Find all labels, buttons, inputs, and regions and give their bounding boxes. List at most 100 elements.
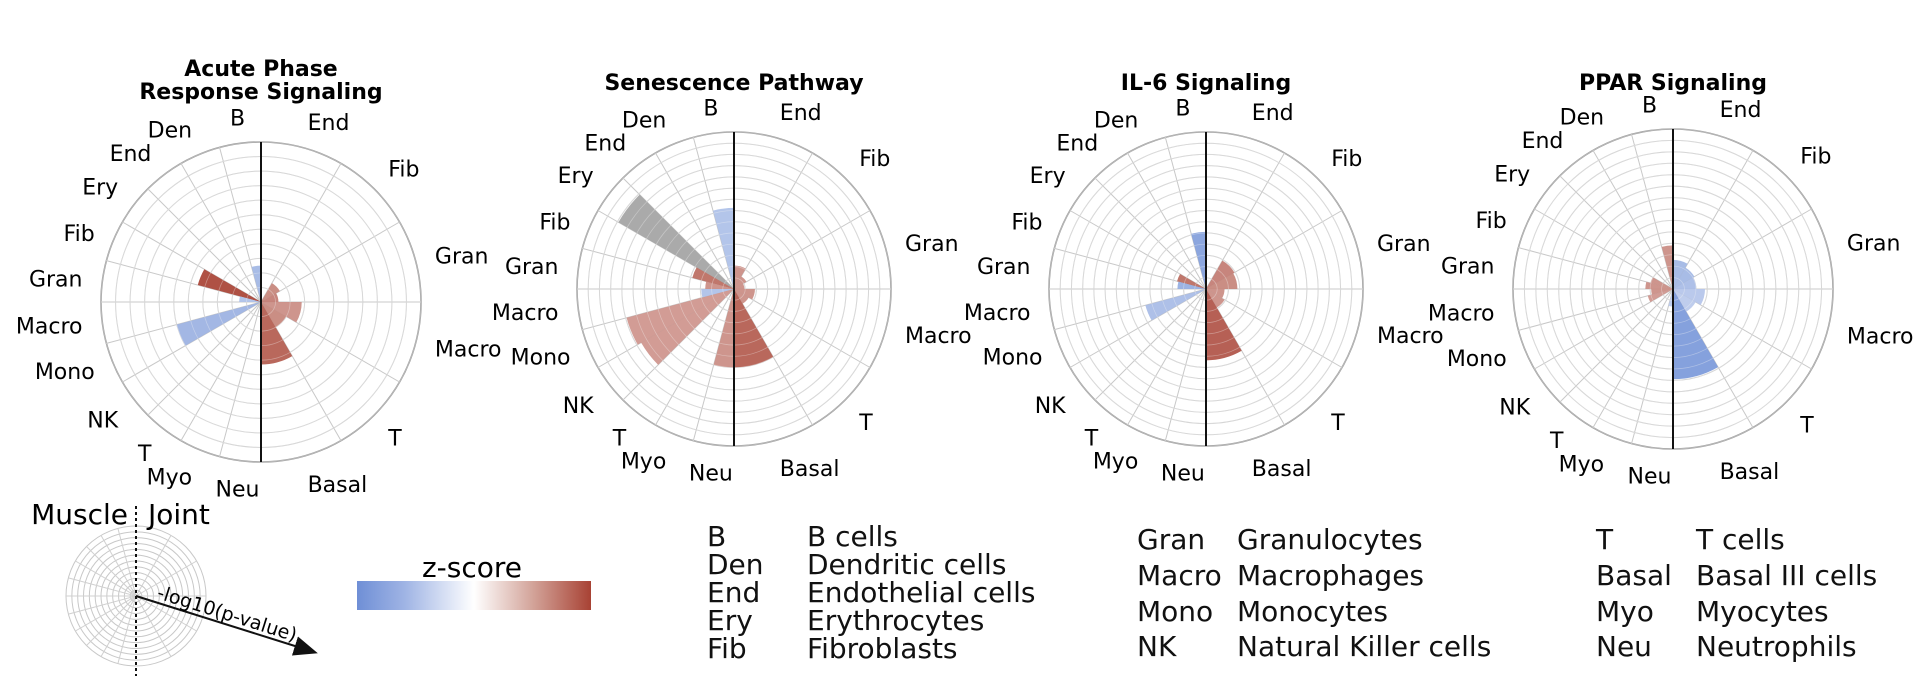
label-left-Den: Den: [1560, 106, 1604, 131]
label-left-NK: NK: [1499, 396, 1530, 421]
abbreviation-column-3: T T cells Basal Basal III cells Myo Myocytes N…: [1596, 522, 1877, 665]
label-left-Myo: Myo: [1559, 452, 1604, 477]
bar-left-Fib: [1650, 277, 1673, 289]
label-right-Fib: Fib: [1331, 147, 1362, 172]
label-left-Neu: Neu: [1161, 462, 1205, 487]
label-left-NK: NK: [563, 394, 594, 419]
bars: [1145, 231, 1242, 361]
label-right-Gran: Gran: [905, 232, 959, 257]
label-right-Macro: Macro: [905, 324, 972, 349]
label-left-Ery: Ery: [1494, 162, 1530, 187]
abbreviation: Den: [707, 548, 764, 581]
abbreviation-meaning: B cells: [807, 520, 898, 553]
abbreviation: Myo: [1596, 594, 1654, 628]
bar-right-End: [1673, 259, 1688, 289]
bar-right-Gran: [734, 283, 745, 289]
label-left-Mono: Mono: [35, 360, 95, 385]
abbreviation-row: End Endothelial cells: [707, 579, 1035, 607]
polar-chart-1: Acute Phase Response SignalingBDenEndEryF…: [16, 57, 502, 503]
label-right-Macro: Macro: [435, 338, 502, 363]
label-right-Fib: Fib: [1800, 145, 1831, 170]
abbreviation: NK: [1137, 630, 1177, 664]
abbreviation-row: NK Natural Killer cells: [1137, 629, 1491, 665]
label-left-Neu: Neu: [1628, 465, 1672, 490]
bar-right-Macro: [261, 302, 302, 323]
polar-guide: Muscle Joint -log10(p-value): [31, 498, 318, 676]
label-left-Myo: Myo: [1093, 450, 1138, 475]
bar-right-Fib: [734, 276, 747, 289]
abbreviation: T: [1596, 523, 1614, 556]
bar-right-Gran: [261, 293, 279, 302]
abbreviation-meaning: Granulocytes: [1237, 523, 1423, 556]
chart-title: Senescence Pathway: [604, 71, 863, 96]
colorbar-title: z-score: [422, 551, 522, 584]
bar-right-Fib: [1673, 267, 1695, 289]
label-right-Fib: Fib: [859, 147, 890, 172]
bars: [176, 265, 302, 365]
bar-left-Neu: [713, 289, 734, 368]
bar-left-Mono: [176, 302, 261, 346]
abbreviation-row: T T cells: [1596, 522, 1877, 558]
bar-left-Ery: [618, 194, 734, 289]
label-right-T: T: [1330, 411, 1345, 436]
abbreviation-meaning: Endothelial cells: [807, 576, 1036, 609]
label-left-End: End: [584, 132, 626, 157]
abbreviation-row: Myo Myocytes: [1596, 594, 1877, 630]
label-left-End: End: [110, 142, 152, 167]
abbreviation-row: Mono Monocytes: [1137, 594, 1491, 630]
abbreviation-column-2: Gran Granulocytes Macro Macrophages Mono Mono…: [1137, 522, 1491, 665]
label-left-T: T: [612, 426, 627, 451]
label-left-Mono: Mono: [511, 346, 571, 371]
abbreviation-meaning: Erythrocytes: [807, 604, 985, 637]
abbreviation-column-1: B B cells Den Dendritic cells End Endothelial…: [707, 523, 1035, 663]
label-left-Gran: Gran: [29, 268, 83, 293]
guide-left-label: Muscle: [31, 498, 128, 531]
bar-left-Gran: [1177, 281, 1206, 289]
abbreviation-row: Gran Granulocytes: [1137, 522, 1491, 558]
label-right-T: T: [387, 426, 402, 451]
abbreviation: Neu: [1596, 630, 1652, 664]
label-left-Neu: Neu: [689, 462, 733, 487]
bar-right-T: [1673, 289, 1696, 312]
label-right-Macro: Macro: [1377, 324, 1444, 349]
label-right-Basal: Basal: [308, 473, 368, 498]
abbreviation-meaning: T cells: [1696, 523, 1785, 556]
label-right-T: T: [1799, 413, 1814, 438]
abbreviation-meaning: Macrophages: [1237, 558, 1425, 592]
abbreviation-meaning: Dendritic cells: [807, 548, 1007, 581]
chart-title: IL-6 Signaling: [1121, 71, 1291, 96]
bar-left-Neu: [1668, 289, 1673, 307]
label-left-T: T: [1549, 429, 1564, 454]
label-right-Macro: Macro: [1847, 325, 1914, 350]
abbreviation-row: Neu Neutrophils: [1596, 629, 1877, 665]
label-left-Macro: Macro: [492, 301, 559, 326]
bar-right-End: [734, 265, 746, 289]
label-right-Basal: Basal: [1720, 460, 1780, 485]
chart-title: Acute Phase Response Signaling: [139, 57, 382, 105]
label-left-B: B: [1175, 97, 1190, 122]
label-right-Fib: Fib: [388, 158, 419, 183]
abbreviation-meaning: Neutrophils: [1696, 630, 1857, 664]
bar-right-T: [734, 289, 749, 304]
bar-left-Mono: [1145, 289, 1206, 321]
bar-left-Gran: [1645, 281, 1673, 289]
bars: [1645, 245, 1719, 380]
label-left-Fib: Fib: [1011, 210, 1042, 235]
label-left-B: B: [230, 107, 245, 132]
label-left-T: T: [137, 442, 152, 467]
bar-left-NK: [641, 289, 734, 365]
guide-right-label: Joint: [146, 498, 210, 531]
label-left-B: B: [703, 97, 718, 122]
label-left-End: End: [1522, 129, 1564, 154]
bar-right-Basal: [1206, 289, 1242, 361]
label-right-End: End: [308, 111, 350, 136]
abbreviation: Basal: [1596, 558, 1672, 592]
label-left-Gran: Gran: [977, 255, 1031, 280]
abbreviation-row: Basal Basal III cells: [1596, 558, 1877, 594]
label-left-Gran: Gran: [505, 255, 559, 280]
abbreviation: B: [707, 520, 727, 553]
